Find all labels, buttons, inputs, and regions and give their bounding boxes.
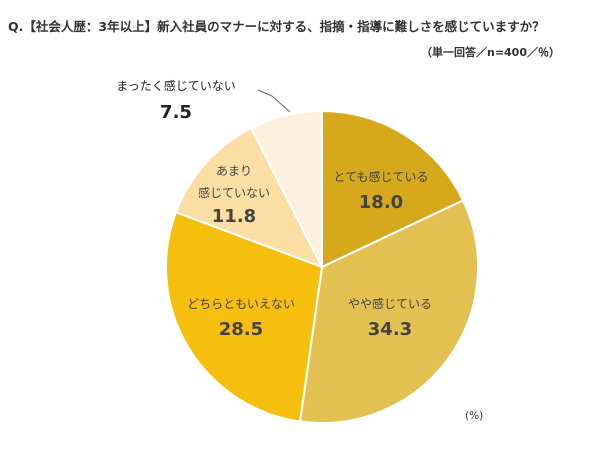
pie-slice-somewhat	[298, 199, 479, 424]
slice-label-very: とても感じている	[333, 169, 428, 184]
pie-slice-not-at-all	[249, 109, 323, 268]
question-title: Q.【社会人歴：3年以上】新入社員のマナーに対する、指摘・指導に難しさを感じてい…	[8, 19, 545, 34]
sample-note: （単一回答／n=400／％）	[420, 46, 560, 59]
slice-label-not-much-line2: 感じていない	[198, 185, 270, 200]
leader-line	[257, 89, 291, 113]
pie-slice-very	[321, 109, 465, 269]
slice-value-very: 18.0	[359, 192, 403, 213]
slice-label-not-much-line1: あまり	[216, 164, 252, 178]
slice-value-not-at-all: 7.5	[160, 102, 192, 123]
slice-label-somewhat: やや感じている	[348, 296, 432, 311]
unit-label: (%)	[465, 410, 484, 422]
slice-value-neutral: 28.5	[219, 319, 263, 340]
slice-label-not-at-all: まったく感じていない	[116, 78, 236, 93]
slice-label-neutral: どちらともいえない	[187, 297, 295, 311]
slice-value-somewhat: 34.3	[368, 319, 412, 340]
pie-slice-not-much	[174, 126, 325, 269]
slice-value-not-much: 11.8	[212, 206, 256, 227]
pie-slice-neutral	[165, 210, 324, 423]
